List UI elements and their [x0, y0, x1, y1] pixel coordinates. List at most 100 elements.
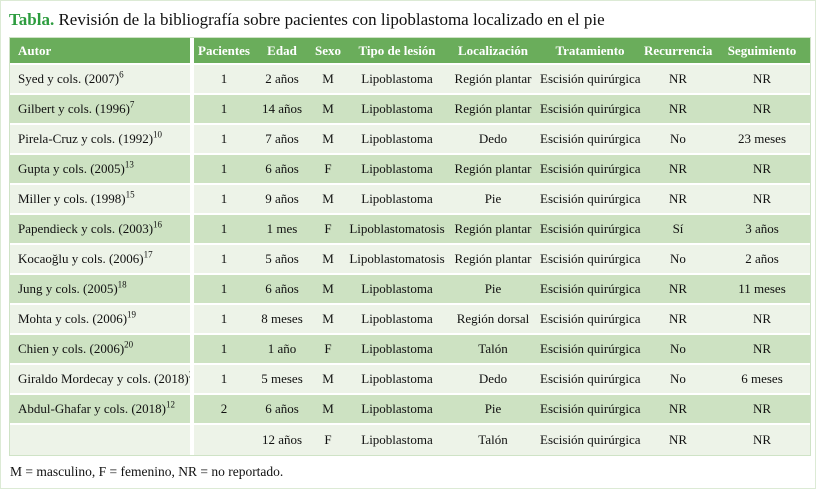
- cell-patients: 1: [194, 275, 254, 305]
- author-text: Syed y cols. (2007): [18, 71, 120, 86]
- cell-author: Abdul-Ghafar y cols. (2018)12: [10, 395, 194, 425]
- cell-author: Miller y cols. (1998)15: [10, 185, 194, 215]
- cell-followup: NR: [714, 335, 810, 365]
- cell-patients: 1: [194, 305, 254, 335]
- header-author: Autor: [10, 38, 194, 65]
- cell-treatment: Escisión quirúrgica: [538, 365, 642, 395]
- cell-author: Kocaoğlu y cols. (2006)17: [10, 245, 194, 275]
- bibliography-review-table: Autor Pacientes Edad Sexo Tipo de lesión…: [9, 37, 811, 456]
- cell-age: 6 años: [254, 155, 310, 185]
- cell-followup: NR: [714, 95, 810, 125]
- cell-treatment: Escisión quirúrgica: [538, 245, 642, 275]
- reference-superscript: 20: [124, 339, 134, 350]
- cell-treatment: Escisión quirúrgica: [538, 275, 642, 305]
- table-row: Gupta y cols. (2005)13 1 6 años F Lipobl…: [10, 155, 810, 185]
- reference-superscript: 17: [143, 249, 153, 260]
- cell-location: Región plantar: [448, 95, 538, 125]
- cell-age: 6 años: [254, 395, 310, 425]
- cell-sex: M: [310, 395, 346, 425]
- cell-age: 8 meses: [254, 305, 310, 335]
- cell-author: [10, 425, 194, 455]
- cell-lesion-type: Lipoblastomatosis: [346, 245, 448, 275]
- cell-lesion-type: Lipoblastoma: [346, 125, 448, 155]
- cell-treatment: Escisión quirúrgica: [538, 305, 642, 335]
- cell-sex: F: [310, 215, 346, 245]
- table-row: Jung y cols. (2005)18 1 6 años M Lipobla…: [10, 275, 810, 305]
- cell-lesion-type: Lipoblastoma: [346, 305, 448, 335]
- cell-age: 12 años: [254, 425, 310, 455]
- cell-location: Talón: [448, 425, 538, 455]
- cell-treatment: Escisión quirúrgica: [538, 185, 642, 215]
- table-row: Abdul-Ghafar y cols. (2018)12 2 6 años M…: [10, 395, 810, 425]
- header-followup: Seguimiento: [714, 38, 810, 65]
- author-text: Miller y cols. (1998): [18, 191, 126, 206]
- cell-recurrence: NR: [642, 395, 714, 425]
- author-text: Chien y cols. (2006): [18, 341, 125, 356]
- cell-location: Región dorsal: [448, 305, 538, 335]
- cell-lesion-type: Lipoblastoma: [346, 65, 448, 95]
- table-row: Mohta y cols. (2006)19 1 8 meses M Lipob…: [10, 305, 810, 335]
- cell-patients: 2: [194, 395, 254, 425]
- cell-patients: 1: [194, 65, 254, 95]
- cell-lesion-type: Lipoblastoma: [346, 335, 448, 365]
- cell-recurrence: NR: [642, 95, 714, 125]
- cell-followup: 2 años: [714, 245, 810, 275]
- cell-sex: F: [310, 335, 346, 365]
- cell-patients: 1: [194, 185, 254, 215]
- cell-sex: M: [310, 65, 346, 95]
- cell-patients: 1: [194, 155, 254, 185]
- author-text: Papendieck y cols. (2003): [18, 221, 154, 236]
- cell-patients: [194, 425, 254, 455]
- cell-location: Región plantar: [448, 245, 538, 275]
- cell-patients: 1: [194, 95, 254, 125]
- cell-age: 9 años: [254, 185, 310, 215]
- cell-recurrence: NR: [642, 65, 714, 95]
- cell-sex: F: [310, 155, 346, 185]
- cell-recurrence: NR: [642, 275, 714, 305]
- cell-patients: 1: [194, 125, 254, 155]
- cell-treatment: Escisión quirúrgica: [538, 335, 642, 365]
- cell-patients: 1: [194, 365, 254, 395]
- cell-lesion-type: Lipoblastoma: [346, 425, 448, 455]
- cell-author: Gupta y cols. (2005)13: [10, 155, 194, 185]
- header-recurrence: Recurrencia: [642, 38, 714, 65]
- table-row: Syed y cols. (2007)6 1 2 años M Lipoblas…: [10, 65, 810, 95]
- cell-recurrence: NR: [642, 185, 714, 215]
- cell-followup: 3 años: [714, 215, 810, 245]
- cell-recurrence: Sí: [642, 215, 714, 245]
- cell-followup: NR: [714, 65, 810, 95]
- cell-treatment: Escisión quirúrgica: [538, 65, 642, 95]
- cell-treatment: Escisión quirúrgica: [538, 395, 642, 425]
- cell-followup: NR: [714, 305, 810, 335]
- reference-superscript: 18: [117, 279, 127, 290]
- cell-age: 2 años: [254, 65, 310, 95]
- author-text: Giraldo Mordecay y cols. (2018): [18, 371, 189, 386]
- header-treatment: Tratamiento: [538, 38, 642, 65]
- table-row: Chien y cols. (2006)20 1 1 año F Lipobla…: [10, 335, 810, 365]
- cell-location: Pie: [448, 395, 538, 425]
- cell-followup: NR: [714, 155, 810, 185]
- author-text: Kocaoğlu y cols. (2006): [18, 251, 144, 266]
- cell-followup: 6 meses: [714, 365, 810, 395]
- table-row: 12 años F Lipoblastoma Talón Escisión qu…: [10, 425, 810, 455]
- reference-superscript: 10: [153, 129, 163, 140]
- author-text: Pirela-Cruz y cols. (1992): [18, 131, 154, 146]
- cell-author: Jung y cols. (2005)18: [10, 275, 194, 305]
- table-footnote: M = masculino, F = femenino, NR = no rep…: [10, 464, 284, 479]
- cell-age: 6 años: [254, 275, 310, 305]
- header-age: Edad: [254, 38, 310, 65]
- cell-lesion-type: Lipoblastomatosis: [346, 215, 448, 245]
- cell-patients: 1: [194, 245, 254, 275]
- cell-sex: M: [310, 185, 346, 215]
- cell-age: 1 mes: [254, 215, 310, 245]
- table-row: Papendieck y cols. (2003)16 1 1 mes F Li…: [10, 215, 810, 245]
- cell-lesion-type: Lipoblastoma: [346, 395, 448, 425]
- cell-sex: M: [310, 125, 346, 155]
- cell-followup: NR: [714, 185, 810, 215]
- cell-followup: NR: [714, 395, 810, 425]
- table-row: Gilbert y cols. (1996)7 1 14 años M Lipo…: [10, 95, 810, 125]
- table-title-text: Revisión de la bibliografía sobre pacien…: [58, 10, 605, 29]
- header-location: Localización: [448, 38, 538, 65]
- reference-superscript: 15: [125, 189, 135, 200]
- cell-followup: 23 meses: [714, 125, 810, 155]
